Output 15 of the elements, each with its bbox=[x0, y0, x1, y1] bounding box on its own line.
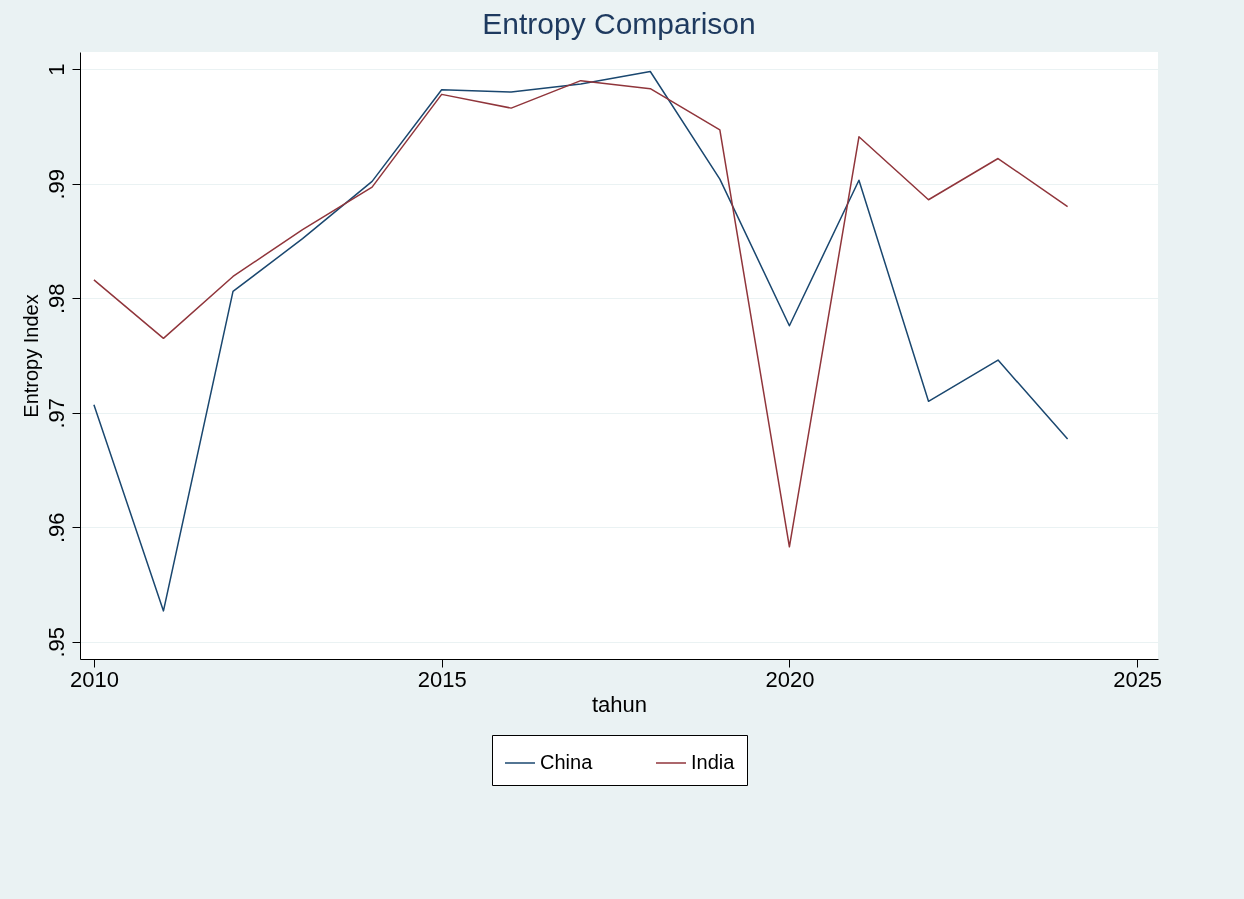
x-tick-label: 2010 bbox=[69, 666, 119, 692]
y-tick-label: .98 bbox=[43, 283, 69, 315]
legend-label: China bbox=[540, 751, 594, 773]
y-tick-label: .99 bbox=[43, 168, 69, 200]
chart-title: Entropy Comparison bbox=[482, 7, 756, 40]
y-tick-label: .97 bbox=[43, 397, 69, 429]
legend-label: India bbox=[691, 751, 736, 773]
y-tick-label: .96 bbox=[43, 512, 69, 544]
y-tick-label: .95 bbox=[43, 627, 69, 658]
x-axis-title: tahun bbox=[591, 691, 648, 717]
y-axis-title: Entropy Index bbox=[19, 294, 42, 418]
x-tick-label: 2025 bbox=[1113, 666, 1163, 692]
x-tick-label: 2015 bbox=[417, 666, 467, 692]
x-tick-label: 2020 bbox=[765, 666, 815, 692]
y-tick-label: 1 bbox=[43, 63, 69, 76]
